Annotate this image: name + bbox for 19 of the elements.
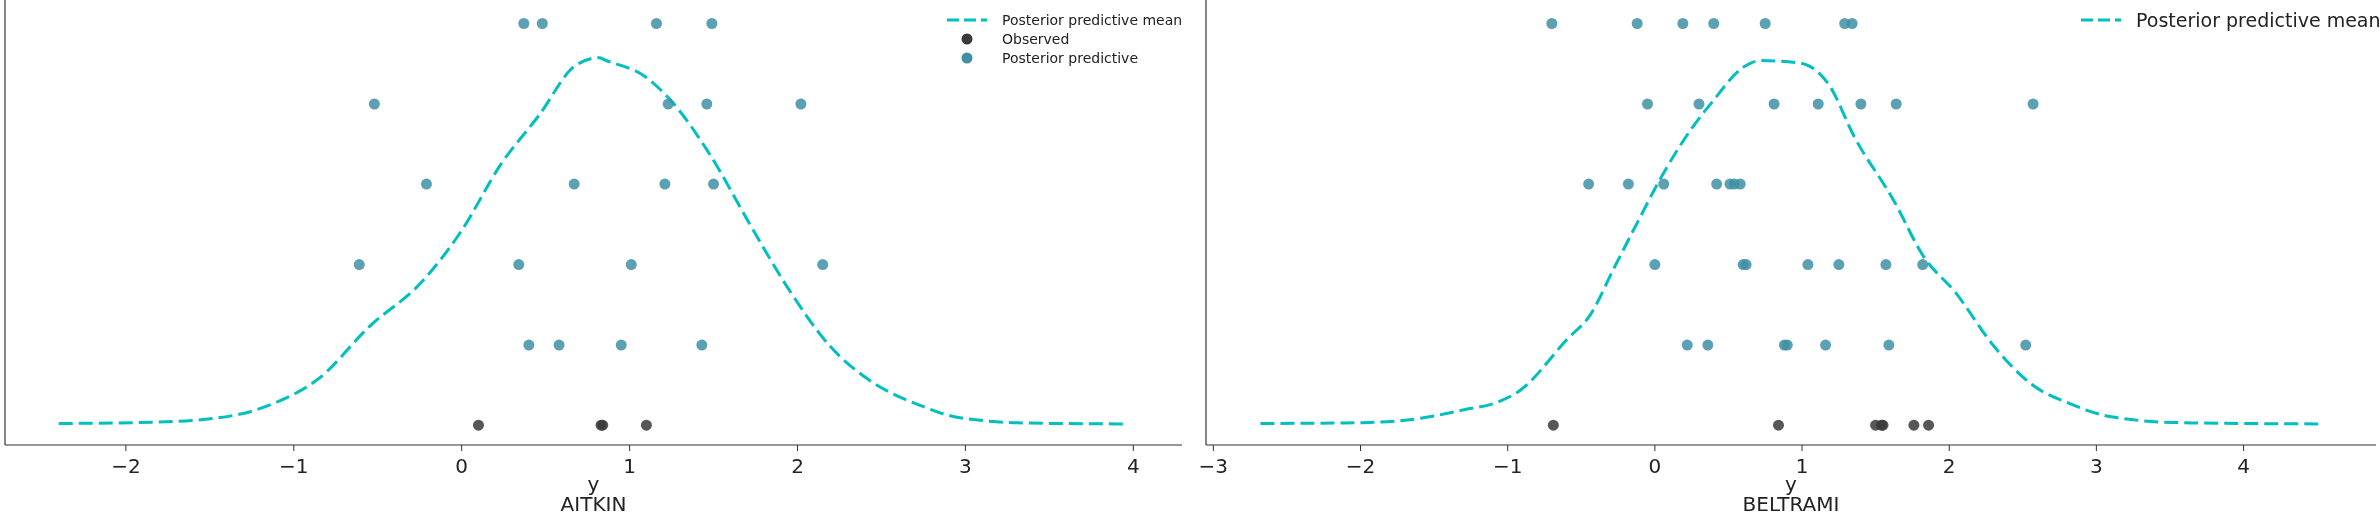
x-tick-label: 1	[1795, 454, 1809, 478]
x-tick-label: 4	[1126, 454, 1140, 478]
x-tick-label: 1	[623, 454, 636, 478]
x-tick-label: −2	[1345, 454, 1376, 478]
x-tick-label: −1	[279, 454, 309, 478]
x-tick-label: 0	[455, 454, 469, 478]
x-tick-label: 3	[2090, 454, 2103, 478]
x-tick-label: 0	[1648, 454, 1662, 478]
x-tick-label: 4	[2237, 454, 2250, 478]
legend-label: Posterior predictive mean	[2136, 8, 2380, 31]
x-tick-label: 2	[791, 454, 804, 478]
legend-label: Posterior predictive mean	[1002, 11, 1183, 28]
x-tick-label: −1	[1492, 454, 1523, 478]
x-tick-label: 3	[959, 454, 972, 478]
x-tick-label: −3	[1198, 454, 1229, 478]
legend-label: Observed	[1002, 30, 1070, 47]
x-tick-label: 2	[1942, 454, 1956, 478]
legend-label: Posterior predictive	[1002, 49, 1139, 66]
x-tick-label: −2	[111, 454, 141, 478]
